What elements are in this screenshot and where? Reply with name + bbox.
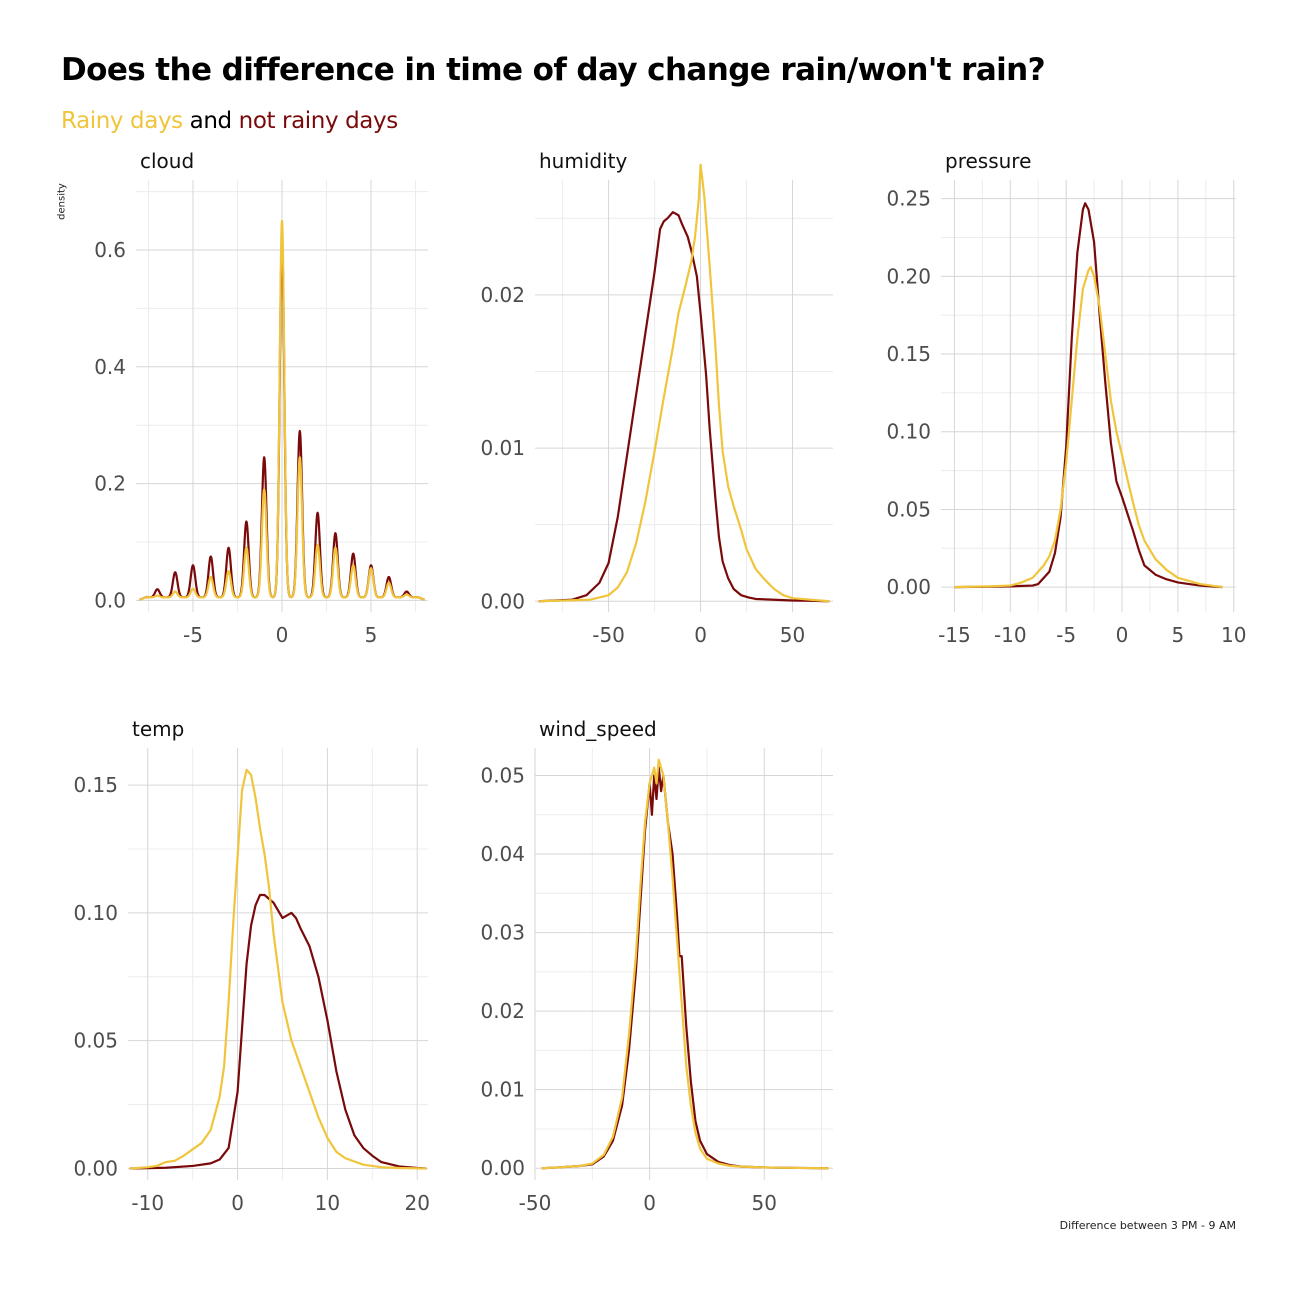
y-tick-label: 0.10 bbox=[73, 901, 118, 925]
panel-title-temp: temp bbox=[132, 717, 184, 741]
density-line-rainy-temp bbox=[129, 768, 427, 1170]
x-tick-label: 0 bbox=[643, 1191, 656, 1215]
y-tick-label: 0.20 bbox=[886, 264, 931, 288]
y-tick-label: 0.04 bbox=[480, 842, 525, 866]
density-line-not-rainy-wind-speed bbox=[541, 766, 829, 1170]
y-tick-label: 0.10 bbox=[886, 420, 931, 444]
y-tick-label: 0.05 bbox=[480, 763, 525, 787]
y-tick-label: 0.02 bbox=[480, 999, 525, 1023]
legend-rainy-label: Rainy days bbox=[61, 108, 183, 134]
density-line-rainy-pressure bbox=[954, 265, 1223, 589]
y-tick-label: 0.6 bbox=[94, 238, 126, 262]
y-tick-label: 0.15 bbox=[73, 773, 118, 797]
y-tick-label: 0.02 bbox=[480, 283, 525, 307]
density-line-rainy-humidity bbox=[538, 163, 830, 603]
x-tick-label: 50 bbox=[780, 623, 805, 647]
x-tick-label: 5 bbox=[365, 623, 378, 647]
y-tick-label: 0.03 bbox=[480, 921, 525, 945]
density-line-rainy-cloud bbox=[138, 219, 426, 601]
panel-title-humidity: humidity bbox=[539, 149, 627, 173]
density-line-rainy-wind-speed bbox=[541, 758, 829, 1170]
x-tick-label: -5 bbox=[183, 623, 203, 647]
legend-and-label: and bbox=[189, 108, 232, 134]
panel-title-wind-speed: wind_speed bbox=[539, 717, 657, 741]
density-line-not-rainy-temp bbox=[129, 893, 427, 1170]
y-tick-label: 0.25 bbox=[886, 187, 931, 211]
panel-wind-speed: -50 0 50 0.00 0.01 0.02 0.03 0.04 0.05 wind_speed bbox=[480, 717, 833, 1215]
panel-title-cloud: cloud bbox=[140, 149, 194, 173]
panel-pressure: -15 -10 -5 0 5 10 0.00 0.05 0.10 0.15 0.20 0.25 pres… bbox=[886, 149, 1246, 647]
x-tick-label: 50 bbox=[752, 1191, 777, 1215]
y-tick-label: 0.01 bbox=[480, 1078, 525, 1102]
x-tick-label: 0 bbox=[1116, 623, 1129, 647]
x-tick-label: -10 bbox=[131, 1191, 164, 1215]
panel-title-pressure: pressure bbox=[945, 149, 1031, 173]
x-tick-label: 10 bbox=[315, 1191, 340, 1215]
x-tick-label: -50 bbox=[519, 1191, 552, 1215]
y-tick-label: 0.05 bbox=[886, 497, 931, 521]
y-tick-label: 0.00 bbox=[480, 1156, 525, 1180]
chart-caption: Difference between 3 PM - 9 AM bbox=[1059, 1219, 1236, 1232]
density-line-not-rainy-pressure bbox=[954, 202, 1223, 589]
y-tick-label: 0.01 bbox=[480, 436, 525, 460]
y-tick-label: 0.00 bbox=[480, 589, 525, 613]
x-tick-label: 0 bbox=[694, 623, 707, 647]
y-tick-label: 0.15 bbox=[886, 342, 931, 366]
y-tick-label: 0.00 bbox=[73, 1156, 118, 1180]
legend-not-rainy-label: not rainy days bbox=[238, 108, 399, 134]
x-tick-label: -10 bbox=[994, 623, 1027, 647]
y-tick-label: 0.2 bbox=[94, 472, 126, 496]
y-tick-label: 0.0 bbox=[94, 588, 126, 612]
x-tick-label: 5 bbox=[1172, 623, 1185, 647]
x-tick-label: -5 bbox=[1056, 623, 1076, 647]
panel-cloud: -5 0 5 0.0 0.2 0.4 0.6 cloud bbox=[94, 149, 428, 647]
x-tick-label: 20 bbox=[404, 1191, 429, 1215]
x-tick-label: 10 bbox=[1221, 623, 1246, 647]
x-tick-label: 0 bbox=[231, 1191, 244, 1215]
panel-humidity: -50 0 50 0.00 0.01 0.02 humidity bbox=[480, 149, 833, 647]
x-tick-label: 0 bbox=[276, 623, 289, 647]
y-tick-label: 0.00 bbox=[886, 575, 931, 599]
x-tick-label: -50 bbox=[592, 623, 625, 647]
x-tick-label: -15 bbox=[938, 623, 971, 647]
chart-subtitle: Rainy days and not rainy days bbox=[61, 108, 398, 134]
panel-temp: -10 0 10 20 0.00 0.05 0.10 0.15 temp bbox=[73, 717, 429, 1215]
density-line-not-rainy-humidity bbox=[538, 211, 830, 603]
y-tick-label: 0.4 bbox=[94, 355, 126, 379]
y-tick-label: 0.05 bbox=[73, 1029, 118, 1053]
chart-title: Does the difference in time of day chang… bbox=[61, 52, 1046, 88]
